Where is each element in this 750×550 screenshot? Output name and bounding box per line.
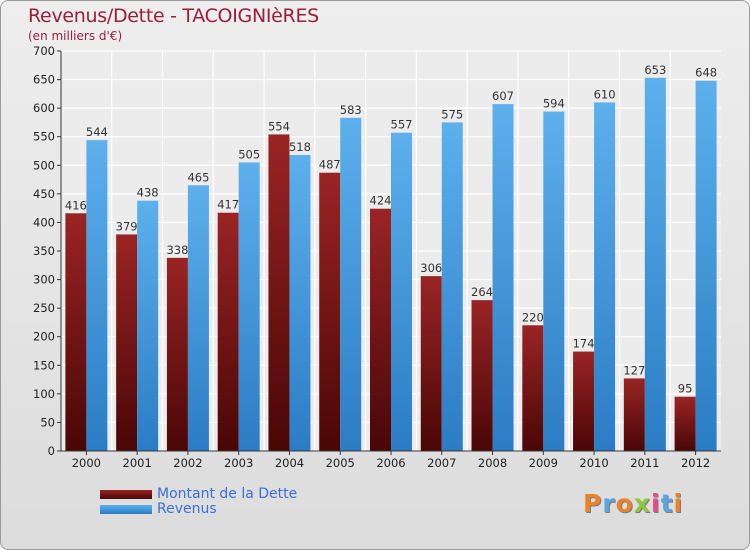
- bar-debt-2006: [370, 208, 391, 451]
- data-label-debt-2000: 416: [65, 198, 87, 212]
- data-label-revenue-2005: 583: [340, 103, 362, 117]
- bar-debt-2007: [420, 276, 442, 451]
- x-tick-label-2000: 2000: [72, 456, 101, 470]
- bar-debt-2005: [319, 172, 341, 451]
- logo-letter: i: [673, 489, 684, 518]
- chart-title: Revenus/Dette - TACOIGNIèRES: [28, 5, 319, 27]
- bar-debt-2003: [217, 212, 239, 451]
- data-label-revenue-2004: 518: [289, 140, 311, 154]
- y-tick-label: 50: [40, 415, 55, 429]
- y-tick-label: 450: [33, 187, 55, 201]
- logo-letter: P: [583, 489, 603, 518]
- data-label-revenue-2003: 505: [238, 147, 260, 161]
- y-tick-label: 550: [33, 130, 55, 144]
- bar-revenue-2009: [543, 111, 565, 452]
- bar-revenue-2004: [289, 155, 311, 451]
- bar-debt-2001: [116, 234, 138, 451]
- bar-revenue-2007: [441, 122, 463, 451]
- data-label-debt-2002: 338: [166, 243, 188, 257]
- x-tick-label-2007: 2007: [427, 456, 456, 470]
- bar-revenue-2010: [594, 102, 616, 451]
- x-tick-label-2005: 2005: [326, 456, 355, 470]
- data-label-debt-2010: 174: [573, 337, 595, 351]
- legend-swatch-debt: [100, 490, 152, 499]
- bar-revenue-2006: [391, 132, 412, 451]
- bar-revenue-2011: [644, 77, 666, 451]
- logo-letter: x: [633, 489, 651, 518]
- bar-debt-2000: [65, 213, 87, 451]
- data-label-revenue-2009: 594: [543, 97, 565, 111]
- data-label-debt-2012: 95: [678, 382, 693, 396]
- y-tick-label: 250: [33, 301, 55, 315]
- data-label-revenue-2010: 610: [594, 87, 616, 101]
- chart-subtitle: (en milliers d'€): [28, 29, 123, 43]
- bar-debt-2009: [522, 325, 544, 451]
- x-tick-label-2010: 2010: [579, 456, 608, 470]
- y-tick-label: 100: [33, 387, 55, 401]
- data-label-revenue-2008: 607: [492, 89, 514, 103]
- y-tick-label: 400: [33, 215, 55, 229]
- data-label-debt-2008: 264: [471, 285, 493, 299]
- y-tick-label: 350: [33, 244, 55, 258]
- axes: 0 50 100 150 200 250 300 350 400 450 500 550 600 650 7…: [33, 44, 721, 470]
- data-label-revenue-2006: 557: [391, 118, 413, 132]
- bar-revenue-2003: [238, 162, 260, 451]
- y-tick-label: 300: [33, 273, 55, 287]
- x-tick-label-2009: 2009: [529, 456, 558, 470]
- data-label-revenue-2011: 653: [644, 63, 666, 77]
- bar-revenue-2002: [187, 185, 209, 452]
- logo-letter: i: [651, 489, 661, 518]
- y-tick-label: 500: [33, 158, 55, 172]
- data-label-debt-2009: 220: [522, 310, 544, 324]
- bar-revenue-2001: [137, 200, 159, 451]
- data-label-debt-2005: 487: [319, 158, 341, 172]
- data-label-revenue-2002: 465: [187, 170, 209, 184]
- bar-debt-2002: [166, 257, 188, 451]
- bar-revenue-2005: [340, 117, 362, 451]
- x-tick-label-2006: 2006: [376, 456, 405, 470]
- y-tick-label: 650: [33, 73, 55, 87]
- bar-debt-2004: [268, 134, 290, 451]
- y-tick-label: 700: [33, 44, 55, 58]
- data-label-revenue-2001: 438: [137, 186, 159, 200]
- x-tick-label-2011: 2011: [630, 456, 659, 470]
- x-tick-label-2002: 2002: [173, 456, 202, 470]
- data-label-revenue-2012: 648: [695, 66, 717, 80]
- legend-label-revenue: Revenus: [157, 501, 217, 517]
- data-label-debt-2011: 127: [623, 363, 645, 377]
- data-label-debt-2004: 554: [268, 119, 290, 133]
- bar-revenue-2000: [86, 140, 108, 451]
- x-tick-label-2012: 2012: [681, 456, 710, 470]
- bar-chart: 416 544 379 438 338 465 417 505 554 518 487 583 424 5…: [33, 44, 721, 470]
- y-tick-label: 200: [33, 330, 55, 344]
- legend-swatch-revenue: [100, 505, 152, 514]
- bar-debt-2011: [623, 378, 645, 451]
- data-label-debt-2001: 379: [116, 219, 138, 233]
- x-tick-label-2008: 2008: [478, 456, 507, 470]
- x-tick-label-2003: 2003: [224, 456, 253, 470]
- proxiti-logo: Proxiti: [583, 489, 683, 518]
- data-label-revenue-2007: 575: [441, 107, 463, 121]
- data-label-debt-2003: 417: [217, 198, 239, 212]
- logo-letter: t: [660, 489, 674, 518]
- x-tick-label-2004: 2004: [275, 456, 304, 470]
- y-tick-label: 0: [48, 444, 55, 458]
- bar-debt-2010: [573, 351, 595, 451]
- bar-revenue-2008: [492, 104, 514, 452]
- y-tick-label: 150: [33, 358, 55, 372]
- data-label-debt-2006: 424: [370, 194, 392, 208]
- data-label-debt-2007: 306: [420, 261, 442, 275]
- bar-debt-2008: [471, 300, 493, 451]
- y-tick-label: 600: [33, 101, 55, 115]
- bars: [65, 77, 717, 452]
- bar-revenue-2012: [695, 80, 717, 451]
- data-label-revenue-2000: 544: [86, 125, 108, 139]
- data-labels: 416 544 379 438 338 465 417 505 554 518 487 583 424 5…: [65, 63, 717, 396]
- logo-letter: r: [602, 489, 616, 518]
- bar-debt-2012: [674, 396, 696, 451]
- logo-letter: o: [615, 489, 634, 518]
- legend-label-debt: Montant de la Dette: [157, 486, 298, 502]
- x-tick-label-2001: 2001: [123, 456, 152, 470]
